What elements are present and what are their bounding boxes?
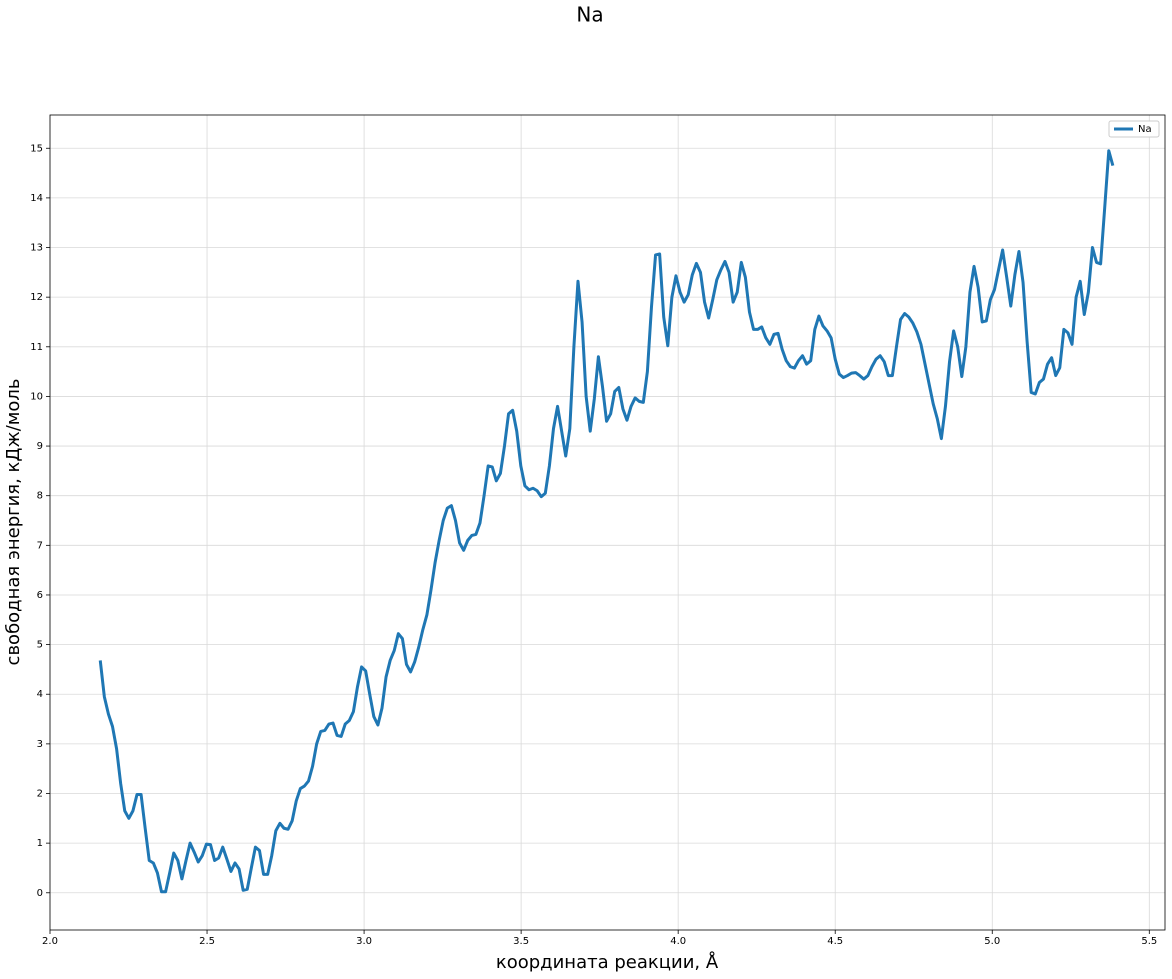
y-tick-label: 9	[37, 441, 43, 452]
legend: Na	[1108, 120, 1160, 138]
chart-title: Na	[576, 3, 603, 27]
data-line	[98, 149, 1115, 894]
y-tick-label: 15	[30, 143, 43, 154]
y-tick-label: 4	[37, 689, 43, 700]
x-tick-label: 2.5	[199, 936, 215, 947]
y-tick-label: 8	[37, 491, 43, 502]
legend-label: Na	[1138, 124, 1152, 135]
y-tick-label: 1	[37, 838, 43, 849]
x-tick-label: 3.5	[513, 936, 529, 947]
x-tick-label: 3.0	[356, 936, 372, 947]
x-tick-label: 5.5	[1141, 936, 1157, 947]
y-tick-label: 2	[37, 789, 43, 800]
y-tick-label: 7	[37, 540, 43, 551]
y-tick-label: 14	[30, 193, 43, 204]
y-axis-label: свободная энергия, кДж/моль	[3, 379, 24, 666]
y-tick-label: 0	[37, 888, 43, 899]
x-axis-label: координата реакции, Å	[496, 951, 719, 973]
y-tick-label: 5	[37, 640, 43, 651]
y-tick-label: 10	[30, 391, 43, 402]
y-tick-label: 6	[37, 590, 43, 601]
x-tick-label: 4.0	[670, 936, 686, 947]
y-tick-label: 13	[30, 243, 43, 254]
x-tick-label: 2.0	[42, 936, 58, 947]
y-tick-label: 11	[30, 342, 43, 353]
x-tick-label: 4.5	[827, 936, 843, 947]
plot-frame	[49, 114, 1166, 931]
x-tick-label: 5.0	[984, 936, 1000, 947]
y-tick-label: 12	[30, 292, 43, 303]
y-tick-label: 3	[37, 739, 43, 750]
legend-box	[1108, 120, 1160, 138]
